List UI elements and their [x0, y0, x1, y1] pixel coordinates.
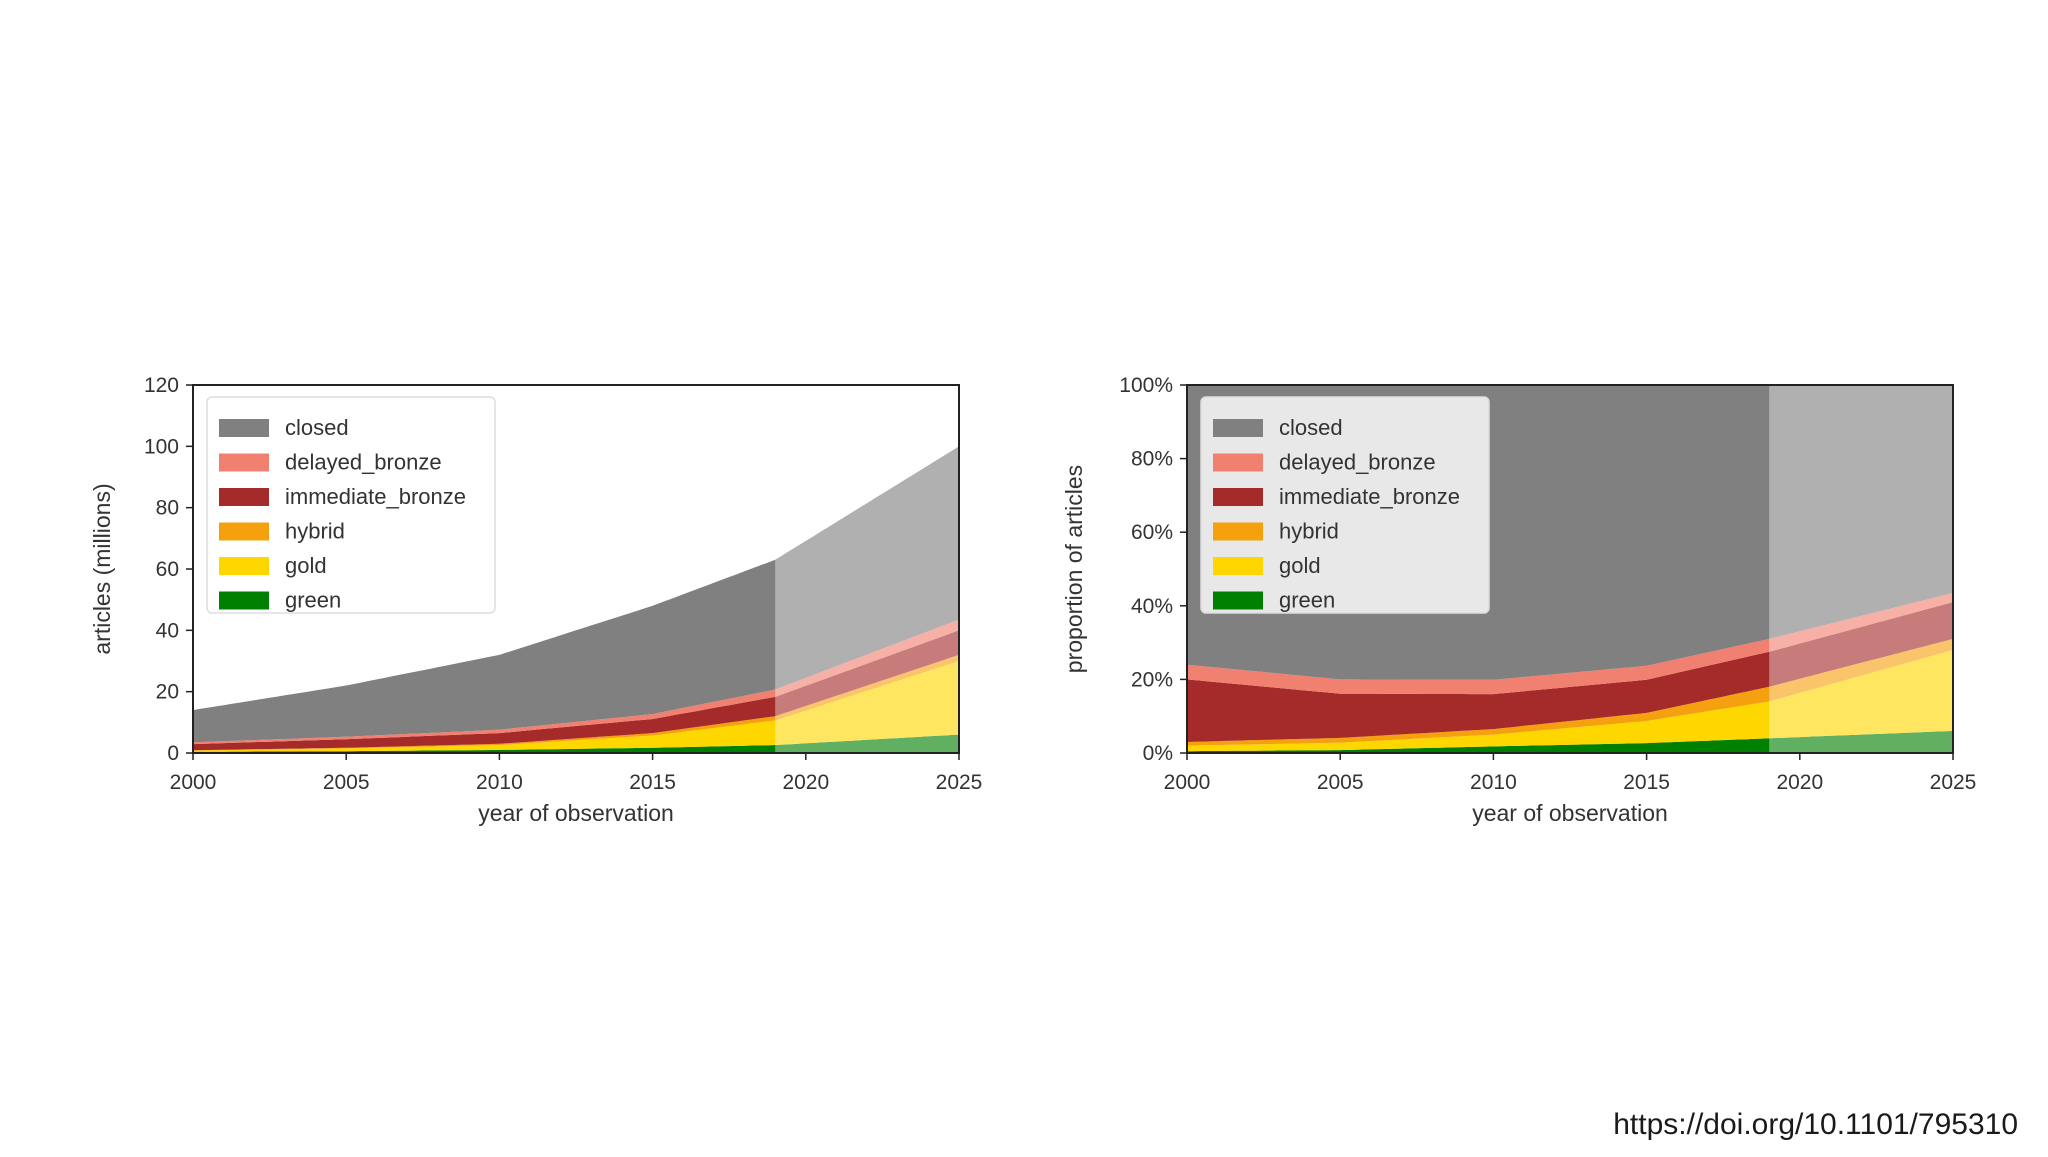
x-tick-label: 2000 — [1164, 771, 1211, 794]
legend-label-immediate-bronze: immediate_bronze — [285, 484, 466, 509]
legend-label-hybrid: hybrid — [285, 519, 345, 544]
projection-overlay — [775, 385, 959, 753]
legend-swatch-immediate-bronze — [219, 488, 269, 506]
legend-label-delayed-bronze: delayed_bronze — [1279, 450, 1436, 475]
legend-label-green: green — [1279, 588, 1335, 613]
x-tick-label: 2005 — [1317, 771, 1364, 794]
y-tick-label: 60 — [156, 558, 179, 581]
area-green — [1187, 730, 1953, 753]
legend-label-gold: gold — [1279, 553, 1321, 578]
x-tick-label: 2015 — [629, 771, 676, 794]
legend-label-immediate-bronze: immediate_bronze — [1279, 484, 1460, 509]
area-immediate-bronze — [1187, 602, 1953, 742]
legend-swatch-delayed-bronze — [1213, 453, 1263, 472]
legend-swatch-gold — [219, 557, 269, 575]
legend-swatch-hybrid — [1213, 522, 1263, 541]
x-tick-label: 2025 — [1930, 771, 1977, 794]
area-delayed-bronze — [1187, 592, 1953, 695]
legend-box — [1200, 396, 1490, 614]
area-green — [193, 734, 959, 753]
area-closed — [193, 446, 959, 743]
y-tick-label: 100 — [144, 435, 179, 458]
y-tick-label: 20 — [156, 681, 179, 704]
x-axis-label: year of observation — [478, 800, 674, 826]
y-axis-label: articles (millions) — [89, 483, 115, 654]
axes-frame — [1186, 384, 1954, 754]
y-tick-label: 0 — [167, 742, 179, 765]
legend: closed delayed_bronze immediate_bronzehybr… — [1200, 396, 1490, 614]
y-axis-label: proportion of articles — [1061, 465, 1087, 673]
x-tick-label: 2010 — [476, 771, 523, 794]
legend-swatch-closed — [219, 419, 269, 437]
area-gold — [1187, 650, 1953, 752]
y-tick-label: 60% — [1131, 521, 1173, 544]
x-tick-label: 2020 — [1776, 771, 1823, 794]
legend-box — [206, 396, 496, 614]
y-tick-label: 40 — [156, 619, 179, 642]
legend-swatch-green — [1213, 591, 1263, 610]
y-tick-label: 20% — [1131, 668, 1173, 691]
legend-label-closed: closed — [1279, 415, 1343, 440]
legend-swatch-delayed-bronze — [219, 453, 269, 472]
absolute-articles-chart: 2000 2005 2010 2015 2020 2025 0 20 40 60 80 100 120 y… — [89, 374, 982, 826]
area-gold — [193, 661, 959, 752]
doi-link[interactable]: https://doi.org/10.1101/795310 — [1613, 1108, 2018, 1141]
y-tick-label: 0% — [1143, 742, 1173, 765]
y-tick-label: 40% — [1131, 595, 1173, 618]
legend-swatch-hybrid — [219, 522, 269, 541]
projection-overlay — [1769, 385, 1953, 753]
legend-swatch-closed — [1213, 419, 1263, 437]
y-tick-label: 80% — [1131, 448, 1173, 471]
y-tick-label: 80 — [156, 497, 179, 520]
area-hybrid — [1187, 638, 1953, 746]
proportion-articles-chart: 2000 2005 2010 2015 2020 2025 0% 20% 40% 60% 80% 10… — [1061, 374, 1976, 826]
legend-label-delayed-bronze: delayed_bronze — [285, 450, 442, 475]
legend-label-closed: closed — [285, 415, 349, 440]
legend-label-hybrid: hybrid — [1279, 519, 1339, 544]
x-tick-label: 2010 — [1470, 771, 1517, 794]
legend: closed delayed_bronze immediate_bronzehybr… — [206, 396, 496, 614]
x-tick-label: 2005 — [323, 771, 370, 794]
y-tick-label: 100% — [1119, 374, 1173, 397]
legend-swatch-gold — [1213, 557, 1263, 575]
area-delayed-bronze — [193, 619, 959, 745]
legend-label-gold: gold — [285, 553, 327, 578]
x-axis-label: year of observation — [1472, 800, 1668, 826]
legend-label-green: green — [285, 588, 341, 613]
x-tick-label: 2020 — [782, 771, 829, 794]
x-tick-label: 2025 — [936, 771, 983, 794]
y-tick-label: 120 — [144, 374, 179, 397]
area-immediate-bronze — [193, 630, 959, 751]
legend-swatch-immediate-bronze — [1213, 488, 1263, 506]
x-tick-label: 2015 — [1623, 771, 1670, 794]
x-tick-label: 2000 — [170, 771, 217, 794]
legend-swatch-green — [219, 591, 269, 610]
